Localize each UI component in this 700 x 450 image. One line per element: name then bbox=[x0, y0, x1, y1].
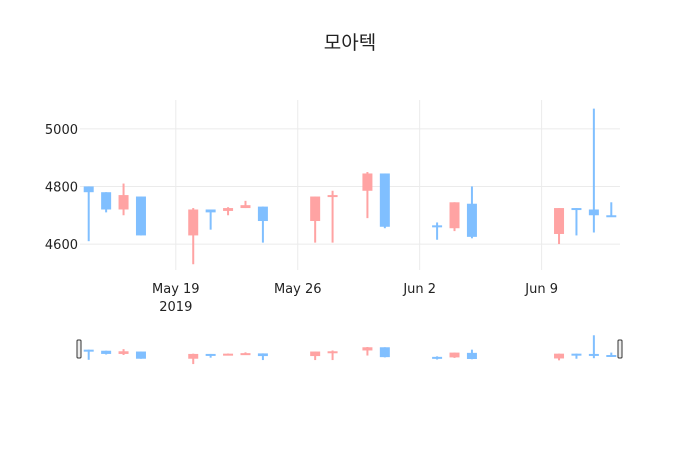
x-axis: May 19 2019 May 26 Jun 2 Jun 9 bbox=[152, 282, 558, 315]
candle[interactable] bbox=[606, 202, 617, 218]
candle[interactable] bbox=[466, 349, 477, 360]
candle-body bbox=[310, 351, 321, 357]
candle-body bbox=[188, 209, 199, 236]
candle[interactable] bbox=[554, 353, 565, 361]
range-slider-left-handle[interactable] bbox=[76, 339, 82, 359]
candle[interactable] bbox=[240, 200, 251, 209]
candle-body bbox=[101, 192, 112, 210]
candle-body bbox=[135, 351, 146, 359]
candle-body bbox=[432, 356, 443, 359]
candle[interactable] bbox=[83, 186, 94, 242]
candle[interactable] bbox=[571, 208, 582, 236]
candle[interactable] bbox=[188, 353, 199, 365]
candle-body bbox=[554, 208, 565, 234]
x-tick-label: May 26 bbox=[274, 282, 322, 297]
candle[interactable] bbox=[327, 350, 338, 361]
candle[interactable] bbox=[118, 349, 129, 355]
candle-body bbox=[257, 353, 268, 357]
x-tick-label: Jun 2 bbox=[402, 282, 436, 297]
candle[interactable] bbox=[135, 351, 146, 359]
candle-body bbox=[118, 195, 129, 210]
x-tick-sublabel: 2019 bbox=[159, 300, 192, 315]
candle[interactable] bbox=[101, 350, 112, 355]
candle-body bbox=[188, 353, 199, 359]
candle-body bbox=[83, 186, 94, 193]
candle[interactable] bbox=[571, 353, 582, 359]
candle-body bbox=[588, 353, 599, 356]
range-slider-candles bbox=[83, 335, 617, 365]
candle-body bbox=[571, 353, 582, 356]
candle[interactable] bbox=[554, 208, 565, 245]
candle-body bbox=[466, 203, 477, 237]
candle[interactable] bbox=[606, 352, 617, 357]
candle-body bbox=[449, 352, 460, 358]
candle[interactable] bbox=[466, 186, 477, 239]
y-tick-label: 5000 bbox=[45, 123, 78, 138]
candle[interactable] bbox=[449, 352, 460, 358]
candle[interactable] bbox=[83, 349, 94, 360]
candle-body bbox=[466, 352, 477, 359]
candle[interactable] bbox=[310, 351, 321, 361]
range-slider-right-handle[interactable] bbox=[617, 339, 623, 359]
candle[interactable] bbox=[362, 172, 373, 219]
candle-body bbox=[362, 173, 373, 191]
candle[interactable] bbox=[432, 222, 443, 240]
candle-body bbox=[83, 349, 94, 352]
chart-title: 모아텍 bbox=[323, 32, 377, 54]
candle[interactable] bbox=[240, 352, 251, 356]
candle[interactable] bbox=[223, 353, 234, 356]
candle-body bbox=[362, 347, 373, 351]
candle[interactable] bbox=[588, 335, 599, 359]
candle[interactable] bbox=[327, 190, 338, 243]
candle-body bbox=[240, 205, 251, 209]
candle-body bbox=[571, 208, 582, 211]
candle-body bbox=[606, 355, 617, 357]
candle[interactable] bbox=[205, 209, 216, 230]
candle-body bbox=[588, 209, 599, 216]
candle-body bbox=[554, 353, 565, 359]
candle[interactable] bbox=[432, 356, 443, 360]
candle-body bbox=[606, 215, 617, 218]
x-tick-label: Jun 9 bbox=[524, 282, 558, 297]
x-tick-label: May 19 bbox=[152, 282, 200, 297]
candle[interactable] bbox=[135, 196, 146, 236]
candle[interactable] bbox=[118, 183, 129, 216]
candles-main bbox=[83, 108, 617, 265]
candle-body bbox=[135, 196, 146, 236]
candle-body bbox=[379, 347, 390, 358]
candle[interactable] bbox=[257, 206, 268, 243]
candle-body bbox=[432, 225, 443, 228]
candle-body bbox=[449, 202, 460, 229]
range-slider[interactable] bbox=[76, 335, 623, 365]
candle[interactable] bbox=[588, 108, 599, 233]
candle[interactable] bbox=[188, 208, 199, 265]
candle[interactable] bbox=[379, 347, 390, 358]
candle-body bbox=[223, 353, 234, 356]
candle[interactable] bbox=[362, 347, 373, 356]
candle[interactable] bbox=[449, 202, 460, 232]
y-axis: 4600 4800 5000 bbox=[45, 123, 78, 253]
candle-body bbox=[257, 206, 268, 222]
gridlines bbox=[80, 100, 620, 270]
candle-body bbox=[327, 195, 338, 198]
candle-body bbox=[118, 351, 129, 354]
candle-body bbox=[240, 353, 251, 356]
candle-body bbox=[101, 350, 112, 354]
candle[interactable] bbox=[379, 173, 390, 229]
candle[interactable] bbox=[223, 207, 234, 216]
candle[interactable] bbox=[205, 353, 216, 358]
candle-body bbox=[327, 351, 338, 354]
candle[interactable] bbox=[101, 192, 112, 213]
candle-body bbox=[205, 209, 216, 213]
candle-body bbox=[310, 196, 321, 222]
y-tick-label: 4800 bbox=[45, 180, 78, 195]
candle-body bbox=[205, 353, 216, 356]
candle[interactable] bbox=[257, 353, 268, 361]
candle[interactable] bbox=[310, 196, 321, 243]
y-tick-label: 4600 bbox=[45, 238, 78, 253]
candle-body bbox=[379, 173, 390, 227]
candle-body bbox=[223, 208, 234, 211]
